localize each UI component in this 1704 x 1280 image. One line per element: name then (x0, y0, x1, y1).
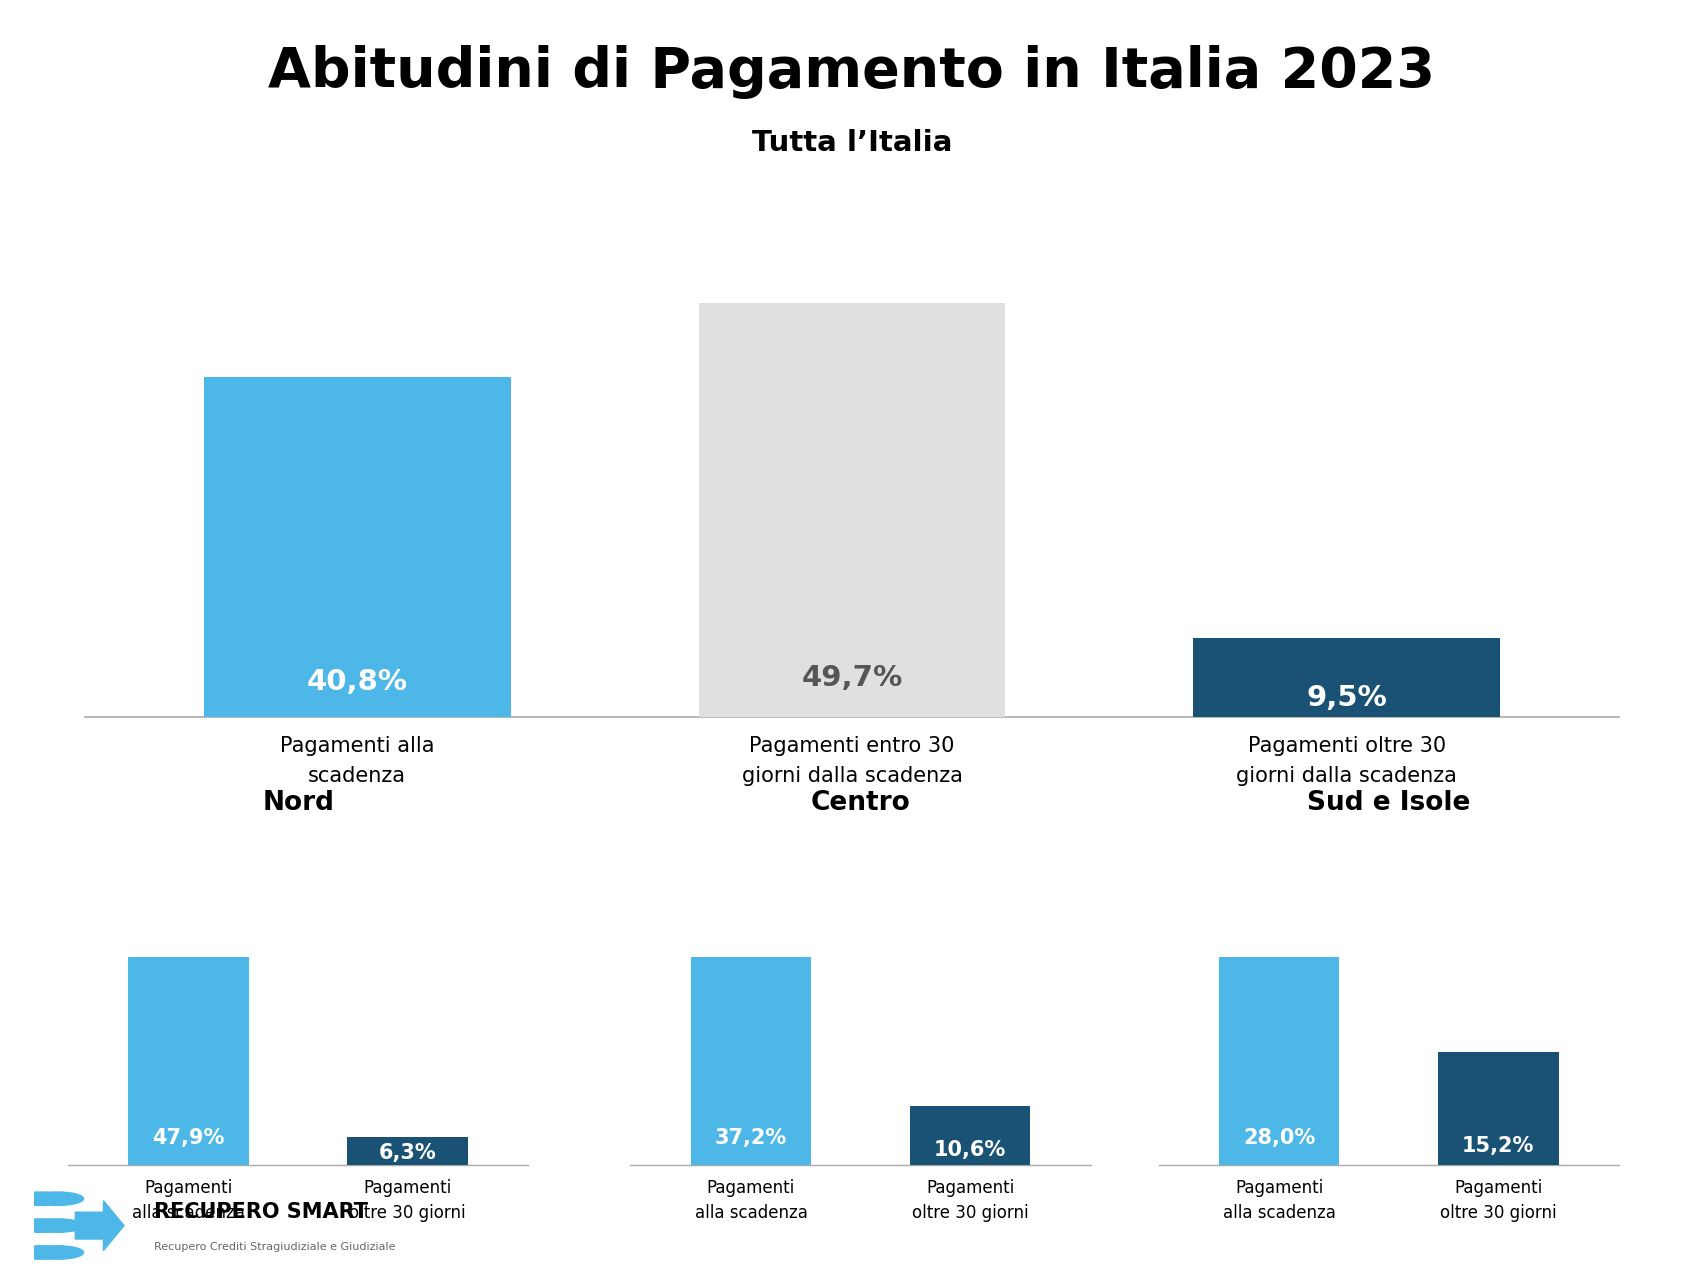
Circle shape (31, 1219, 83, 1233)
Bar (690, 957, 811, 1165)
Text: 49,7%: 49,7% (801, 664, 903, 692)
Text: 40,8%: 40,8% (307, 668, 407, 696)
Circle shape (15, 1219, 66, 1233)
Text: 9,5%: 9,5% (1307, 684, 1387, 712)
Circle shape (15, 1245, 66, 1260)
Text: 28,0%: 28,0% (1244, 1128, 1315, 1148)
Circle shape (31, 1192, 83, 1206)
Title: Nord: Nord (262, 790, 334, 815)
Text: 10,6%: 10,6% (934, 1140, 1005, 1160)
Text: 37,2%: 37,2% (716, 1128, 787, 1148)
Bar (910, 1106, 1031, 1165)
Bar (1218, 957, 1339, 1165)
Text: Recupero Crediti Stragiudiziale e Giudiziale: Recupero Crediti Stragiudiziale e Giudiz… (153, 1242, 395, 1252)
Circle shape (15, 1192, 66, 1206)
Title: Centro: Centro (811, 790, 910, 815)
Bar (348, 1138, 469, 1165)
Title: Tutta l’Italia: Tutta l’Italia (751, 129, 953, 157)
Text: RECUPERO SMART: RECUPERO SMART (153, 1202, 368, 1222)
Bar (204, 378, 511, 717)
Title: Sud e Isole: Sud e Isole (1307, 790, 1471, 815)
Bar (128, 957, 249, 1165)
Text: 47,9%: 47,9% (152, 1128, 225, 1148)
Bar (1438, 1052, 1559, 1165)
Bar (1193, 637, 1500, 717)
FancyArrow shape (75, 1201, 124, 1251)
Text: 15,2%: 15,2% (1462, 1135, 1535, 1156)
Text: 6,3%: 6,3% (378, 1143, 436, 1162)
Circle shape (31, 1245, 83, 1260)
Text: Abitudini di Pagamento in Italia 2023: Abitudini di Pagamento in Italia 2023 (269, 45, 1435, 99)
Bar (699, 303, 1005, 717)
